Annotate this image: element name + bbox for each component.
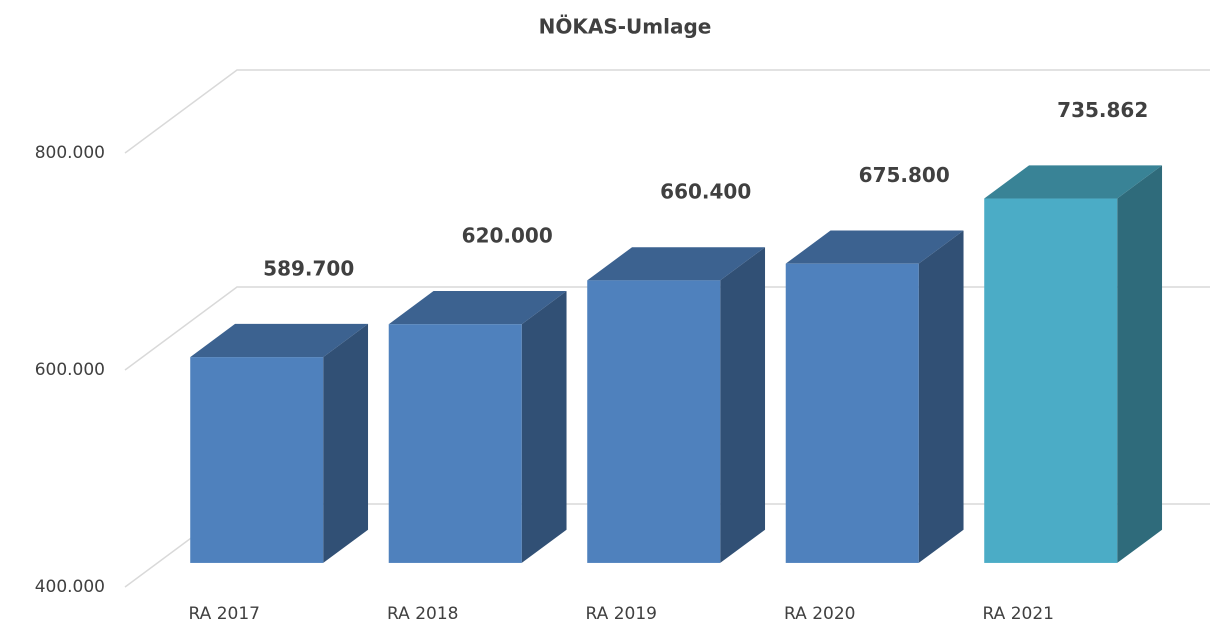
value-label: 620.000 <box>462 224 553 248</box>
bar <box>190 357 324 563</box>
x-tick-label: RA 2020 <box>784 604 855 624</box>
bar <box>388 324 522 563</box>
y-tick-label: 400.000 <box>35 577 105 597</box>
bar <box>587 280 721 563</box>
bar-top <box>190 323 369 358</box>
bar-side <box>720 247 766 563</box>
x-tick-label: RA 2017 <box>189 604 260 624</box>
grid-line <box>124 69 1210 154</box>
bar-top <box>984 165 1163 199</box>
value-label: 589.700 <box>263 256 354 280</box>
bar-side <box>521 291 567 563</box>
y-tick-label: 600.000 <box>35 360 105 380</box>
y-tick-label: 800.000 <box>35 143 105 163</box>
x-tick-label: RA 2021 <box>983 604 1054 624</box>
x-tick-label: RA 2019 <box>586 604 657 624</box>
bar-side <box>918 230 964 563</box>
bar <box>785 263 919 563</box>
bar-top <box>587 247 766 281</box>
value-label: 660.400 <box>660 180 751 204</box>
bar-side <box>323 323 369 563</box>
chart-title: NÖKAS-Umlage <box>539 15 712 39</box>
bar <box>984 198 1118 563</box>
bar-side <box>1117 165 1163 563</box>
value-label: 735.862 <box>1057 98 1148 122</box>
x-tick-label: RA 2018 <box>387 604 458 624</box>
value-label: 675.800 <box>859 163 950 187</box>
bar-top <box>388 291 567 325</box>
bar-top <box>785 230 964 264</box>
